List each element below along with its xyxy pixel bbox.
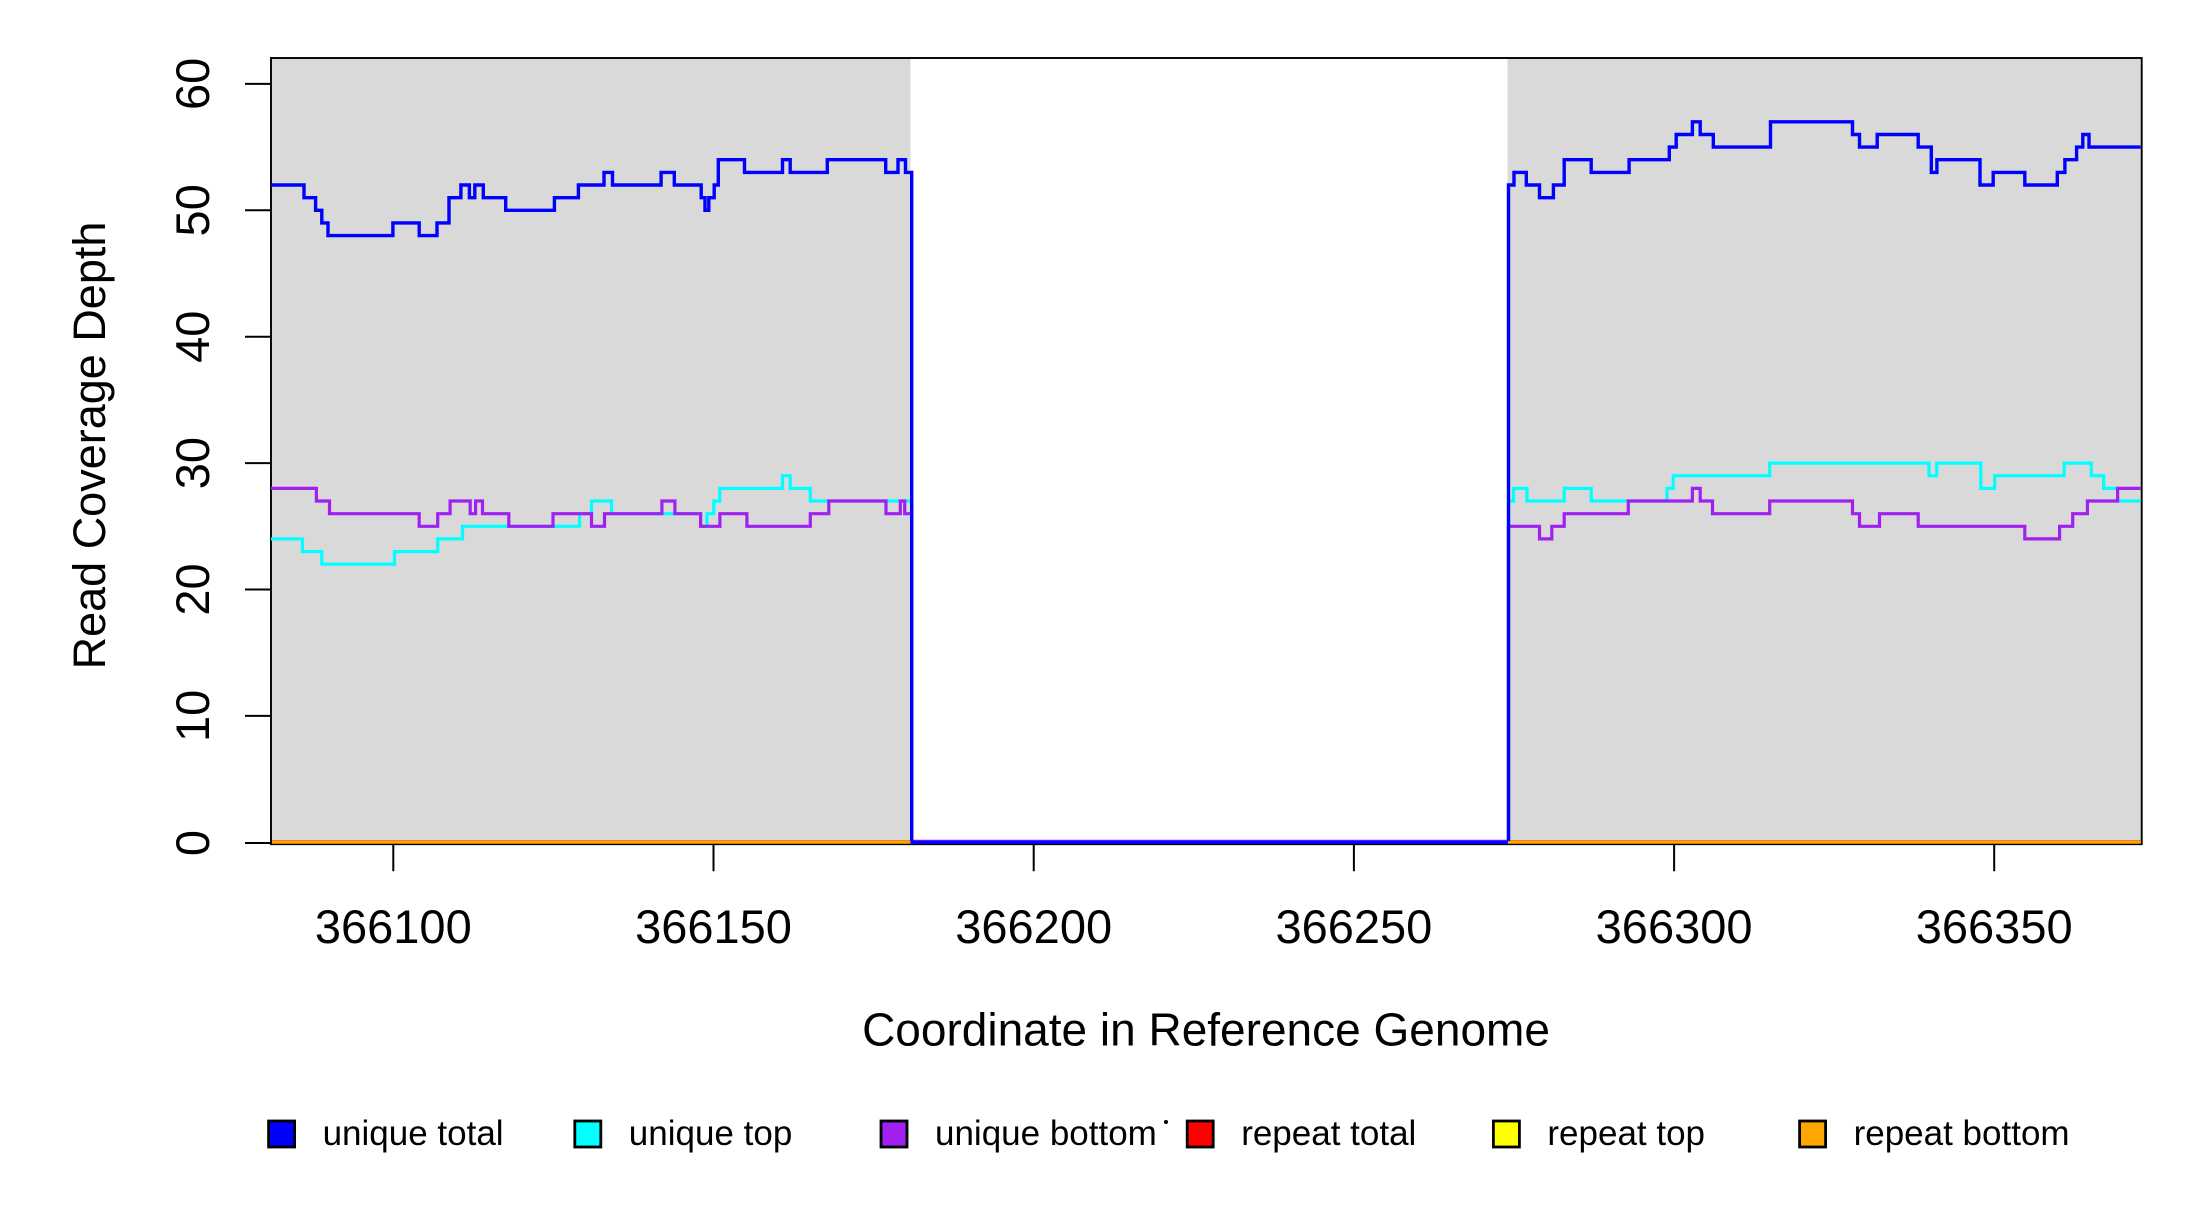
svg-text:366150: 366150 <box>635 900 792 953</box>
svg-text:366200: 366200 <box>955 900 1112 953</box>
svg-text:unique total: unique total <box>323 1114 504 1153</box>
svg-text:0: 0 <box>166 830 219 856</box>
svg-text:repeat total: repeat total <box>1241 1114 1416 1153</box>
svg-text:Read Coverage Depth: Read Coverage Depth <box>64 222 115 670</box>
svg-text:repeat bottom: repeat bottom <box>1854 1114 2070 1153</box>
svg-text:50: 50 <box>166 184 219 236</box>
svg-text:Coordinate in Reference Genome: Coordinate in Reference Genome <box>862 1004 1550 1056</box>
svg-text:unique bottom: unique bottom <box>935 1114 1157 1153</box>
svg-text:unique top: unique top <box>629 1114 792 1153</box>
svg-text:20: 20 <box>166 563 219 615</box>
svg-text:366100: 366100 <box>315 900 472 953</box>
svg-text:366350: 366350 <box>1916 900 2073 953</box>
svg-text:40: 40 <box>166 311 219 363</box>
svg-text:366300: 366300 <box>1596 900 1753 953</box>
svg-text:60: 60 <box>166 58 219 110</box>
svg-text:10: 10 <box>166 690 219 742</box>
svg-text:366250: 366250 <box>1275 900 1432 953</box>
svg-text:30: 30 <box>166 437 219 489</box>
svg-text:repeat top: repeat top <box>1547 1114 1705 1153</box>
